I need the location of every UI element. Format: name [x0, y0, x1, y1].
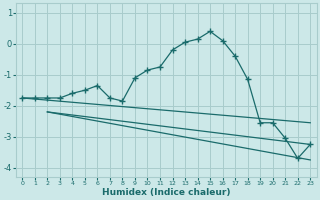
X-axis label: Humidex (Indice chaleur): Humidex (Indice chaleur) [102, 188, 230, 197]
